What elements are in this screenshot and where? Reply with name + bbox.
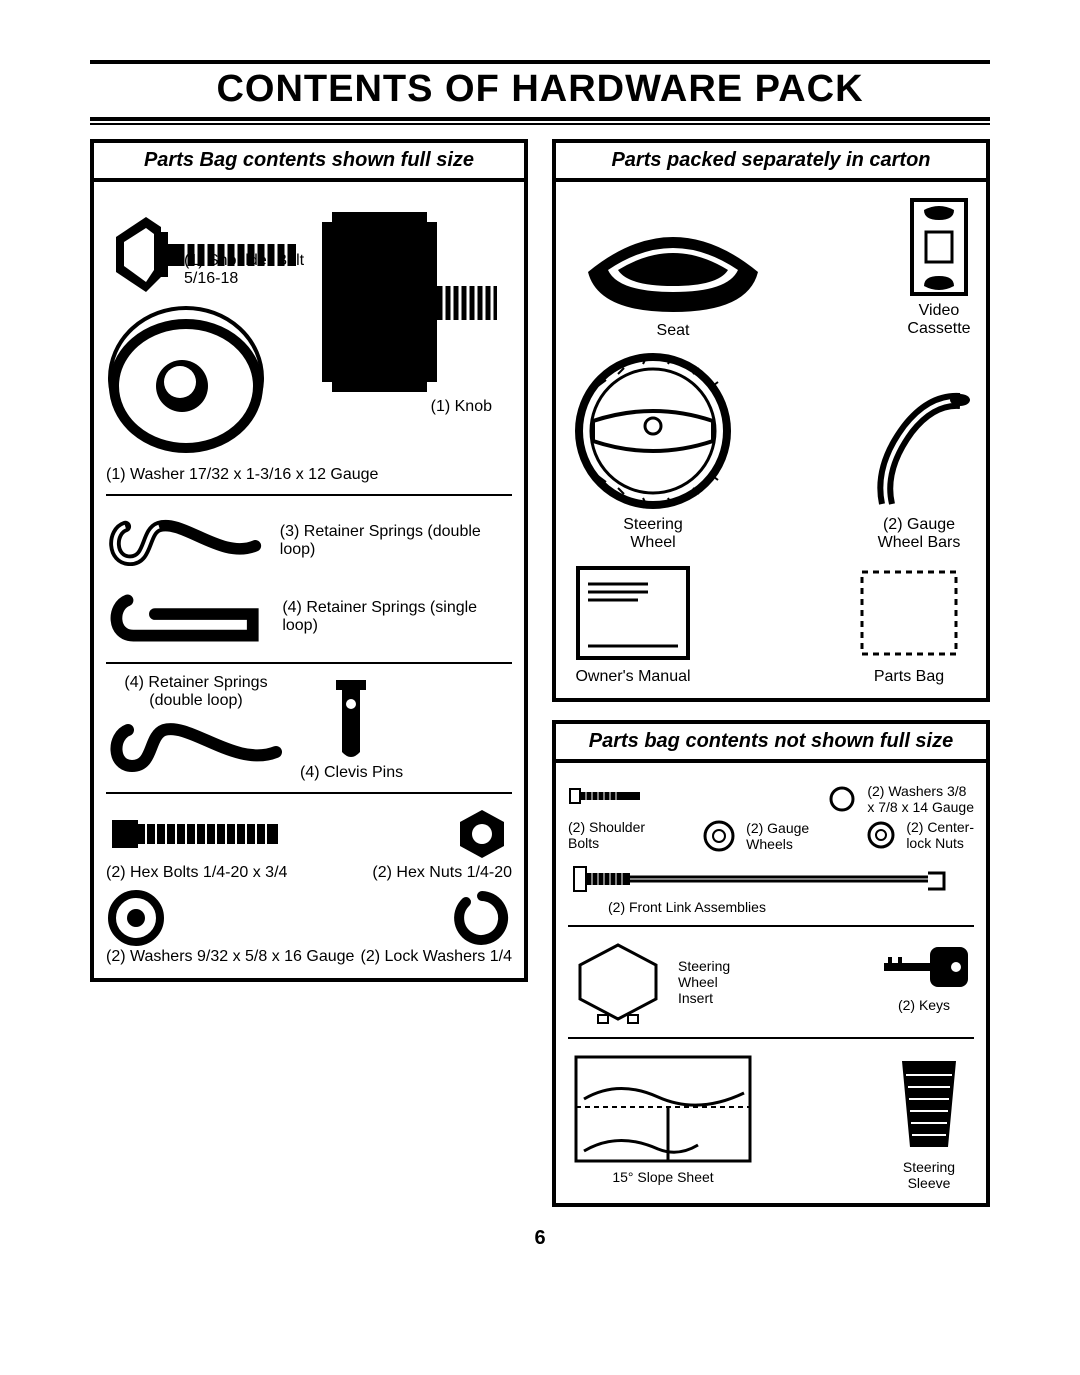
centerlock-label2: lock Nuts: [906, 835, 964, 851]
key-icon: [874, 937, 974, 997]
page-number: 6: [90, 1227, 990, 1250]
steering-insert-icon: [568, 937, 668, 1027]
gauge-wheel-bars-label: (2) Gauge: [864, 516, 974, 534]
box-title: Parts packed separately in carton: [556, 143, 986, 182]
right-column: Parts packed separately in carton Seat: [552, 139, 990, 1207]
section-hex-hardware: (2) Hex Bolts 1/4-20 x 3/4 (2) Hex Nuts …: [106, 794, 512, 966]
keys-label: (2) Keys: [874, 997, 974, 1013]
clevis-label: (4) Clevis Pins: [300, 764, 403, 782]
retainer-spring-double2-icon: [106, 710, 286, 780]
parts-bag-full-size-box: Parts Bag contents shown full size: [90, 139, 528, 982]
shoulder-bolts-label2: Bolts: [568, 835, 599, 851]
small-bolt-icon: [568, 783, 648, 809]
shoulder-bolt-size-label: 5/16-18: [184, 270, 238, 287]
insert-label1: Steering: [678, 958, 730, 974]
washer-label: (1) Washer 17/32 x 1-3/16 x 12 Gauge: [106, 466, 512, 484]
washers2-label: (2) Washers 9/32 x 5/8 x 16 Gauge: [106, 948, 354, 966]
cassette-label: Cassette: [904, 320, 974, 338]
gauge-wheels-label: (2) Gauge: [746, 820, 809, 836]
lock-washers-label: (2) Lock Washers 1/4: [361, 948, 512, 966]
retainer-single-label: (4) Retainer Springs (single loop): [282, 599, 512, 635]
washers38b-label: x 7/8 x 14 Gauge: [867, 799, 974, 815]
box-title: Parts Bag contents shown full size: [94, 143, 524, 182]
slope-label: 15° Slope Sheet: [568, 1169, 758, 1185]
parts-bag-not-full-size-box: Parts bag contents not shown full size: [552, 720, 990, 1207]
slope-sheet-icon: [568, 1049, 758, 1169]
parts-bag-label: Parts Bag: [844, 668, 974, 686]
hex-bolts-label: (2) Hex Bolts 1/4-20 x 3/4: [106, 864, 287, 882]
section-retainer-springs: (3) Retainer Springs (double loop) (4) R…: [106, 496, 512, 664]
centerlock-label: (2) Center-: [906, 819, 974, 835]
retainer-double2-label-a: (4) Retainer Springs: [106, 674, 286, 692]
hex-nut-icon: [452, 804, 512, 864]
gauge-wheels-label2: Wheels: [746, 836, 793, 852]
section-retainer-clevis: (4) Retainer Springs (double loop): [106, 664, 512, 794]
video-label: Video: [904, 302, 974, 320]
front-link-icon: [568, 859, 958, 899]
seat-label: Seat: [568, 322, 778, 340]
steering-wheel-label2: Wheel: [568, 534, 738, 552]
gauge-wheel-icon: [702, 819, 736, 853]
left-column: Parts Bag contents shown full size: [90, 139, 528, 1207]
parts-bag-icon: [844, 558, 974, 668]
insert-label3: Insert: [678, 990, 713, 1006]
gauge-wheel-bars-label2: Wheel Bars: [864, 534, 974, 552]
section-small-hardware: (2) Washers 3/8 x 7/8 x 14 Gauge (2) Sho…: [568, 773, 974, 927]
parts-packed-separately-box: Parts packed separately in carton Seat: [552, 139, 990, 702]
box-title: Parts bag contents not shown full size: [556, 724, 986, 763]
page-rule-mid: [90, 117, 990, 125]
sleeve-label2: Sleeve: [884, 1175, 974, 1191]
sleeve-label1: Steering: [884, 1159, 974, 1175]
hex-nuts-label: (2) Hex Nuts 1/4-20: [372, 864, 512, 882]
section-insert-keys: Steering Wheel Insert: [568, 927, 974, 1039]
video-cassette-icon: [904, 192, 974, 302]
gauge-wheel-bars-icon: [864, 386, 974, 516]
washer-small-icon: [106, 888, 166, 948]
section-bolt-knob-washer: (1) Shoulder Bolt 5/16-18 (1) Knob: [106, 192, 512, 496]
steering-wheel-icon: [568, 346, 738, 516]
small-washer-icon: [827, 784, 857, 814]
columns: Parts Bag contents shown full size: [90, 139, 990, 1207]
clevis-pin-icon: [300, 674, 400, 764]
seat-icon: [568, 192, 778, 322]
steering-sleeve-icon: [884, 1049, 974, 1159]
insert-label2: Wheel: [678, 974, 718, 990]
centerlock-nut-icon: [866, 820, 896, 850]
retainer-spring-single-icon: [106, 582, 272, 652]
knob-icon: [312, 202, 512, 402]
retainer-double-label: (3) Retainer Springs (double loop): [280, 523, 512, 559]
section-slope-sleeve: 15° Slope Sheet Steeri: [568, 1039, 974, 1191]
retainer-spring-double-icon: [106, 506, 270, 576]
front-link-label: (2) Front Link Assemblies: [608, 899, 974, 915]
washer-icon: [106, 298, 266, 458]
owners-manual-icon: [568, 558, 698, 668]
shoulder-bolts-label: (2) Shoulder: [568, 819, 645, 835]
washers38-label: (2) Washers 3/8: [867, 783, 966, 799]
shoulder-bolt-label: (1) Shoulder Bolt: [184, 252, 304, 269]
steering-wheel-label: Steering: [568, 516, 738, 534]
retainer-double2-label-b: (double loop): [106, 692, 286, 710]
lock-washer-icon: [452, 888, 512, 948]
owners-manual-label: Owner's Manual: [568, 668, 698, 686]
page-title: CONTENTS OF HARDWARE PACK: [90, 64, 990, 117]
hex-bolt-icon: [106, 804, 286, 864]
